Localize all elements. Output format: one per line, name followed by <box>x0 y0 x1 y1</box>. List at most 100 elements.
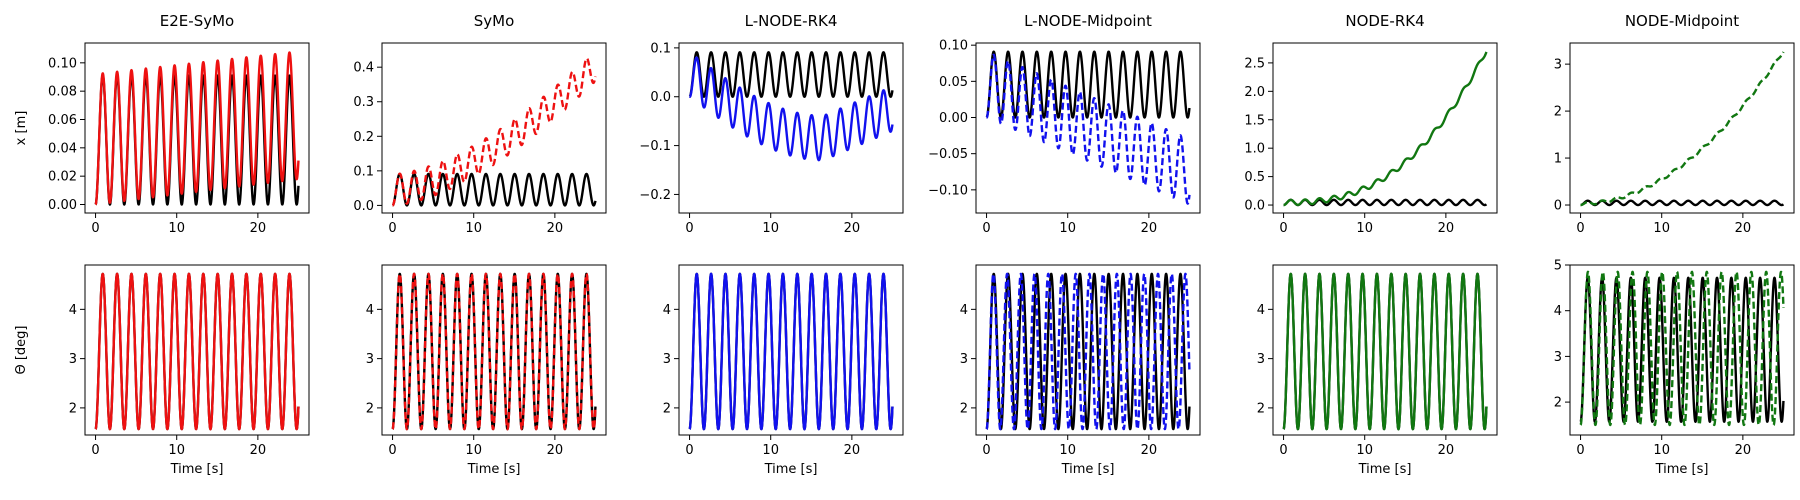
y-tick-label: 0.3 <box>353 95 374 110</box>
y-axis-label: Θ [deg] <box>14 325 29 374</box>
x-tick-label: 0 <box>685 443 693 458</box>
x-tick-label: 10 <box>1059 221 1076 236</box>
axes-frame <box>1569 264 1795 436</box>
y-tick-label: 4 <box>960 303 968 318</box>
x-tick-label: 20 <box>844 443 861 458</box>
prediction-line <box>1579 270 1785 427</box>
subplot-title: NODE-RK4 <box>1345 12 1424 30</box>
ground-truth-line <box>985 272 1191 431</box>
prediction-line <box>1282 272 1488 431</box>
subplot-1-2: 0 10 20 2 3 4 Time [s] <box>663 264 904 477</box>
x-tick-label: 0 <box>982 221 990 236</box>
prediction-line <box>94 51 300 206</box>
y-tick-label: 2 <box>1554 396 1562 411</box>
subplot-title: E2E-SyMo <box>160 12 234 30</box>
x-tick-label: 10 <box>1356 221 1373 236</box>
subplot-1-3: 0 10 20 2 3 4 Time [s] <box>960 264 1201 477</box>
y-tick-label: 2 <box>69 401 77 416</box>
x-tick-label: 10 <box>1653 221 1670 236</box>
subplot-title: L-NODE-Midpoint <box>1024 12 1152 30</box>
y-tick-label: 4 <box>1554 304 1562 319</box>
x-tick-label: 0 <box>91 221 99 236</box>
subplot-0-2: 0 10 20 −0.2 −0.1 0.0 0.1 L-NODE-RK4 <box>639 12 904 236</box>
x-tick-label: 10 <box>1059 443 1076 458</box>
y-tick-label: −0.05 <box>928 147 968 162</box>
y-tick-label: 0 <box>1554 199 1562 214</box>
y-tick-label: 0.0 <box>353 199 374 214</box>
y-tick-label: 4 <box>663 303 671 318</box>
prediction-line <box>688 272 894 431</box>
y-tick-label: 0.04 <box>48 141 77 156</box>
y-tick-label: 0.4 <box>353 61 374 76</box>
x-tick-label: 10 <box>762 221 779 236</box>
y-tick-label: 0.2 <box>353 130 374 145</box>
x-tick-label: 0 <box>685 221 693 236</box>
x-tick-label: 20 <box>1735 221 1752 236</box>
prediction-line <box>1579 51 1785 207</box>
y-tick-label: 3 <box>1554 350 1562 365</box>
x-tick-label: 20 <box>1141 221 1158 236</box>
x-tick-label: 20 <box>1735 443 1752 458</box>
x-axis-label: Time [s] <box>1358 462 1412 477</box>
y-tick-label: 4 <box>69 303 77 318</box>
axes-frame <box>1272 264 1498 436</box>
y-tick-label: 0.00 <box>939 111 968 126</box>
y-tick-label: 2 <box>1554 105 1562 120</box>
x-tick-label: 0 <box>388 443 396 458</box>
y-tick-label: 0.0 <box>1244 199 1265 214</box>
x-tick-label: 10 <box>1653 443 1670 458</box>
prediction-line <box>985 53 1191 205</box>
y-tick-label: 0.00 <box>48 198 77 213</box>
y-tick-label: 3 <box>663 352 671 367</box>
axes-frame <box>975 264 1201 436</box>
y-tick-label: 2 <box>1257 401 1265 416</box>
y-tick-label: 3 <box>960 352 968 367</box>
x-tick-label: 0 <box>388 221 396 236</box>
subplot-0-3: 0 10 20 −0.10 −0.05 0.00 0.05 0.10 L-NODE-Midpoi… <box>928 12 1201 236</box>
y-tick-label: 0.1 <box>353 164 374 179</box>
y-tick-label: 0.05 <box>939 75 968 90</box>
prediction-line <box>391 57 597 207</box>
subplot-1-1: 0 10 20 2 3 4 Time [s] <box>366 264 607 477</box>
axes-frame <box>678 264 904 436</box>
x-axis-label: Time [s] <box>764 462 818 477</box>
x-tick-label: 0 <box>982 443 990 458</box>
y-tick-label: 1 <box>1554 152 1562 167</box>
x-tick-label: 0 <box>1279 443 1287 458</box>
axes-frame <box>84 42 310 214</box>
ground-truth-line <box>1579 276 1785 423</box>
y-tick-label: 0.1 <box>650 41 671 56</box>
prediction-line <box>985 272 1191 431</box>
x-tick-label: 20 <box>250 221 267 236</box>
ground-truth-line <box>688 51 894 98</box>
x-tick-label: 0 <box>91 443 99 458</box>
y-tick-label: 0.0 <box>650 90 671 105</box>
prediction-line <box>94 272 300 431</box>
x-tick-label: 20 <box>1141 443 1158 458</box>
y-tick-label: 2 <box>960 401 968 416</box>
y-tick-label: 0.10 <box>48 56 77 71</box>
x-tick-label: 0 <box>1576 221 1584 236</box>
y-tick-label: 3 <box>1554 58 1562 73</box>
axes-frame <box>84 264 310 436</box>
axes-frame <box>381 264 607 436</box>
subplot-1-0: 0 10 20 2 3 4 Time [s] Θ [deg] <box>14 264 310 477</box>
x-axis-label: Time [s] <box>1655 462 1709 477</box>
y-tick-label: 1.0 <box>1244 142 1265 157</box>
y-tick-label: 2 <box>663 401 671 416</box>
prediction-line <box>1282 51 1488 207</box>
axes-frame <box>1569 42 1795 214</box>
y-tick-label: −0.2 <box>639 188 671 203</box>
axes-frame <box>678 42 904 214</box>
y-tick-label: 0.02 <box>48 170 77 185</box>
x-tick-label: 10 <box>1356 443 1373 458</box>
x-tick-label: 20 <box>1438 443 1455 458</box>
ground-truth-line <box>985 50 1191 119</box>
y-tick-label: 0.5 <box>1244 170 1265 185</box>
y-tick-label: 0.06 <box>48 113 77 128</box>
x-tick-label: 10 <box>168 221 185 236</box>
y-tick-label: 4 <box>366 303 374 318</box>
x-tick-label: 20 <box>250 443 267 458</box>
subplot-1-4: 0 10 20 2 3 4 Time [s] <box>1257 264 1498 477</box>
subplot-0-5: 0 10 20 0 1 2 3 NODE-Midpoint <box>1554 12 1795 236</box>
